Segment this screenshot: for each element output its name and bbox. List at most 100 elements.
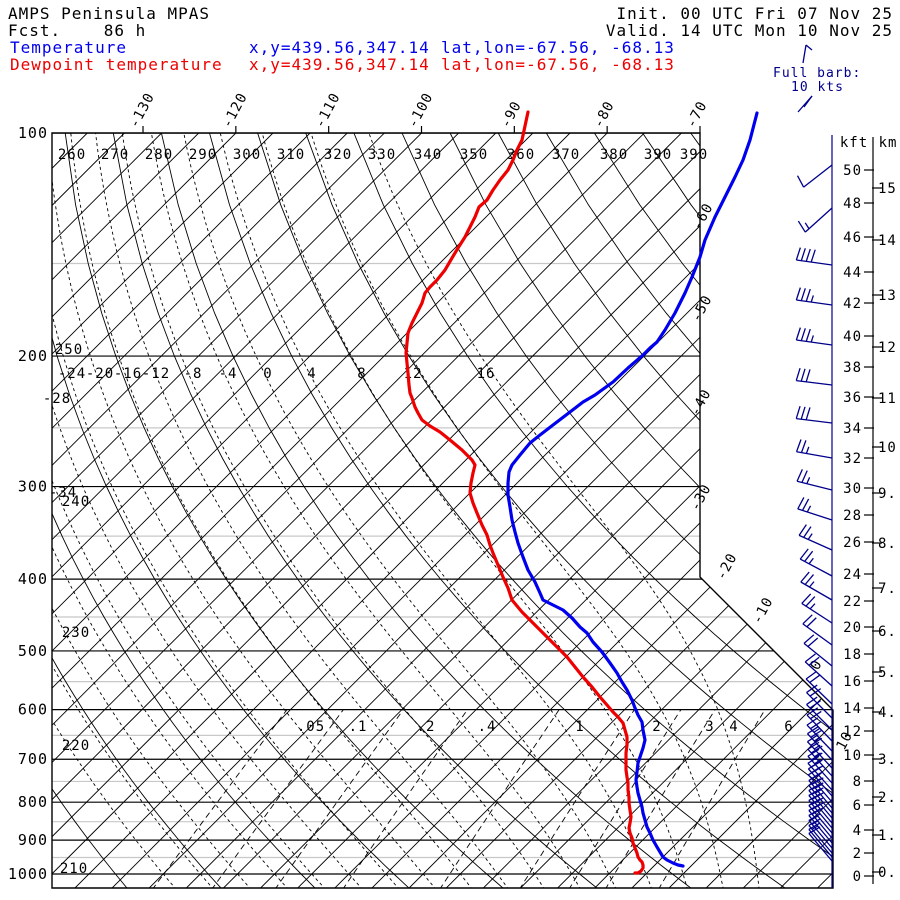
kft-label: 42 — [843, 296, 862, 312]
km-label: 11. — [878, 391, 900, 407]
km-label: 3. — [878, 752, 897, 768]
right-temp-label: -50 — [688, 292, 715, 324]
wind-barb — [805, 678, 833, 705]
mixing-ratio-line — [342, 709, 468, 888]
wind-barb — [808, 833, 833, 862]
wind-barb — [804, 207, 833, 233]
isotherm-line — [0, 133, 13, 888]
mixing-ratio-label: .2 — [417, 719, 436, 735]
plot-area — [0, 133, 833, 888]
kft-label: 4 — [853, 823, 862, 839]
km-label: 2. — [878, 790, 897, 806]
dry-adiabat-line — [353, 133, 833, 888]
km-label: 12. — [878, 340, 900, 356]
wind-barb — [807, 774, 833, 803]
moist-adiabat-label: -8 — [184, 366, 203, 382]
km-label: 15. — [878, 181, 900, 197]
dry-adiabat-line — [305, 133, 833, 888]
moist-adiabat-line — [150, 133, 581, 888]
kft-label: 16 — [843, 674, 862, 690]
legend-dewpoint-xy: x,y=439.56,347.14 — [249, 55, 430, 74]
theta-label: 330 — [368, 147, 396, 163]
mixing-ratio-line — [151, 709, 288, 888]
kft-axis-title: kft — [840, 135, 868, 151]
isotherm-line — [52, 133, 497, 888]
isotherm-line — [260, 133, 833, 888]
barb-legend-value: 10 kts — [791, 80, 844, 95]
theta-label: 280 — [145, 147, 173, 163]
barb-legend-glyph — [802, 44, 807, 64]
moist-adiabat-line — [52, 133, 400, 888]
moist-adiabat-label: 8 — [357, 366, 366, 382]
pressure-label: 500 — [18, 642, 48, 660]
km-label: 8. — [878, 536, 897, 552]
wind-barb — [796, 379, 833, 386]
wind-barb — [808, 800, 833, 829]
mixing-ratio-label: 4 — [729, 719, 738, 735]
moist-adiabat-label: 0 — [263, 366, 272, 382]
theta-label: 210 — [60, 861, 88, 877]
isotherm-line — [52, 133, 237, 888]
isotherm-line — [52, 133, 422, 888]
dry-adiabat-line — [160, 133, 694, 888]
isotherm-line — [52, 133, 571, 888]
right-temp-label: -60 — [689, 200, 716, 232]
isotherm-line — [557, 133, 833, 888]
km-label: 6. — [878, 624, 897, 640]
mixing-ratio-label: 3 — [705, 719, 714, 735]
wind-barb — [797, 508, 833, 521]
theta-label: 290 — [189, 147, 217, 163]
wind-barb — [803, 164, 833, 188]
kft-label: 10 — [843, 748, 862, 764]
km-label: 10. — [878, 440, 900, 456]
moist-adiabat-label: -24 — [58, 366, 86, 382]
wind-barb — [801, 602, 833, 624]
dry-adiabat-line — [449, 133, 833, 888]
mixing-ratio-label: 6 — [784, 719, 793, 735]
kft-label: 22 — [843, 594, 862, 610]
model-title: AMPS Peninsula MPAS — [8, 4, 211, 23]
isotherm-line — [594, 133, 833, 888]
dry-adiabat-line — [52, 133, 223, 888]
moist-adiabat-line — [52, 133, 364, 888]
dry-adiabat-line — [257, 133, 833, 888]
kft-label: 36 — [843, 390, 862, 406]
theta-label: 380 — [600, 147, 628, 163]
km-label: 5. — [878, 665, 897, 681]
dry-adiabat-line — [52, 133, 129, 888]
dry-adiabat-line — [401, 133, 833, 888]
mixing-ratio-label: 2 — [652, 719, 661, 735]
kft-label: 38 — [843, 360, 862, 376]
wind-barb — [808, 829, 833, 858]
wind-barb — [808, 810, 833, 839]
isotherm-line — [52, 133, 608, 888]
theta-label: 260 — [58, 147, 86, 163]
isotherm-line — [408, 133, 833, 888]
isotherm-line — [743, 133, 833, 888]
theta-label: 230 — [62, 625, 90, 641]
moist-adiabat-line — [52, 133, 437, 888]
dry-adiabat-line — [52, 133, 412, 888]
barb-legend-title: Full barb: — [773, 66, 862, 81]
isotherm-line — [186, 133, 833, 888]
isotherm-line — [52, 133, 385, 888]
moist-adiabat-label: -16 — [114, 366, 142, 382]
wind-barb — [808, 815, 833, 844]
theta-label: 320 — [324, 147, 352, 163]
legend-temperature-label: Temperature — [10, 38, 127, 57]
wind-barbs — [795, 44, 833, 862]
mixing-ratio-label: .4 — [478, 719, 497, 735]
kft-label: 46 — [843, 230, 862, 246]
isotherm-line — [52, 133, 348, 888]
dry-adiabat-line — [64, 133, 506, 888]
legend-dewpoint-latlon: lat,lon=-67.56, -68.13 — [441, 55, 675, 74]
moist-adiabat-line — [52, 133, 177, 888]
isotherm-line — [52, 133, 459, 888]
wind-barb — [796, 417, 833, 424]
wind-barb — [808, 805, 833, 834]
isotherm-line — [52, 133, 534, 888]
theta-label: 370 — [552, 147, 580, 163]
theta-label: 310 — [277, 147, 305, 163]
